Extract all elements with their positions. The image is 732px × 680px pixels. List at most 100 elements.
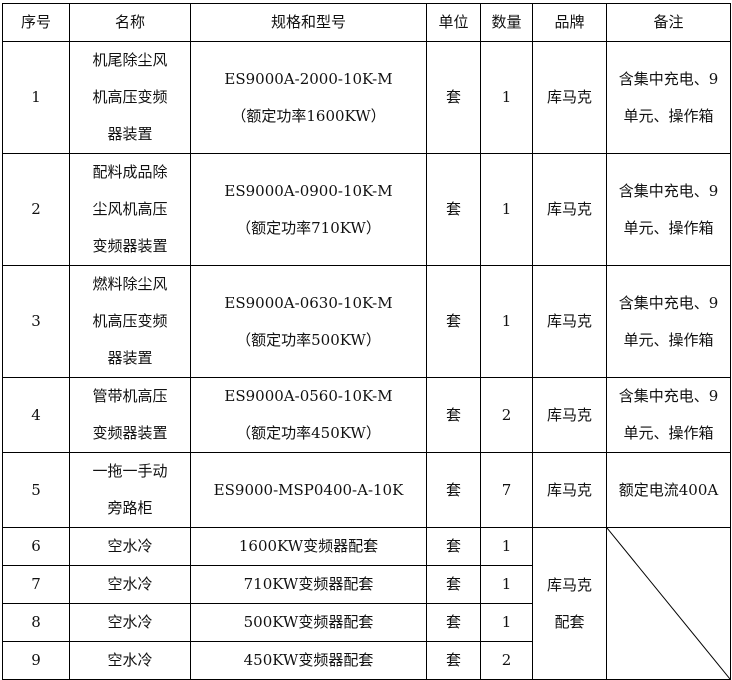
row-number: 4	[2, 377, 70, 453]
spec-model-line: 450KW变频器配套	[243, 651, 374, 669]
item-name-line: 一拖一手动	[92, 462, 168, 480]
item-name-line: 机尾除尘风	[92, 51, 168, 69]
header-cell: 规格和型号	[190, 3, 427, 42]
quantity: 1	[480, 41, 533, 154]
unit: 套	[426, 527, 481, 566]
note: 额定电流400A	[606, 452, 731, 528]
item-name-line: 旁路柜	[107, 499, 153, 517]
spec-model: ES9000-MSP0400-A-10K	[190, 452, 427, 528]
note-empty-diagonal	[606, 527, 731, 680]
item-name-line: 器装置	[107, 125, 153, 143]
table-row: 2 配料成品除 尘风机高压 变频器装置 ES9000A-0900-10K-M （额定功率7…	[2, 153, 731, 266]
brand-merged-line: 库马克	[546, 575, 592, 594]
spec-model-line: ES9000-MSP0400-A-10K	[213, 480, 404, 499]
spec-model-line: （额定功率500KW）	[236, 330, 381, 349]
quantity: 2	[480, 641, 533, 680]
brand-merged-line: 配套	[554, 612, 585, 631]
note: 含集中充电、9 单元、操作箱	[606, 41, 731, 154]
table-row: 6 空水冷 1600KW变频器配套套 1 库马克 配套	[2, 527, 731, 680]
quantity: 1	[480, 265, 533, 378]
row-number: 6	[2, 527, 70, 566]
spec-model-line: ES9000A-0630-10K-M	[224, 293, 393, 312]
item-name-line: 燃料除尘风	[92, 275, 168, 293]
brand: 库马克	[532, 377, 607, 453]
item-name-line: 空水冷	[107, 613, 153, 631]
table-row: 4 管带机高压 变频器装置 ES9000A-0560-10K-M （额定功率450KW）…	[2, 377, 731, 453]
unit: 套	[426, 153, 481, 266]
note: 含集中充电、9 单元、操作箱	[606, 153, 731, 266]
spec-model-line: （额定功率1600KW）	[231, 106, 386, 125]
spec-model-line: 710KW变频器配套	[243, 575, 374, 593]
table-row: 5 一拖一手动 旁路柜 ES9000-MSP0400-A-10K 套 7 库马克 额定电流40…	[2, 452, 731, 528]
item-name-line: 空水冷	[107, 537, 153, 555]
spec-model-line: 500KW变频器配套	[243, 613, 374, 631]
spec-model-line: 1600KW变频器配套	[238, 537, 379, 555]
note: 含集中充电、9 单元、操作箱	[606, 265, 731, 378]
item-name: 配料成品除尘风机高压变频器装置	[69, 153, 191, 266]
note-line: 含集中充电、9	[618, 293, 719, 312]
item-name-line: 尘风机高压	[92, 200, 168, 218]
row-number: 5	[2, 452, 70, 528]
item-name: 一拖一手动 旁路柜	[69, 452, 191, 528]
item-name-line: 配料成品除	[92, 163, 168, 181]
quantity: 1	[480, 527, 533, 566]
row-number: 3	[2, 265, 70, 378]
spec-model: 500KW变频器配套	[190, 603, 427, 642]
item-name: 空水冷	[69, 641, 191, 680]
spec-model: 710KW变频器配套	[190, 565, 427, 604]
item-name: 空水冷	[69, 527, 191, 566]
unit: 套	[426, 641, 481, 680]
note-line: 含集中充电、9	[618, 69, 719, 88]
unit: 套	[426, 452, 481, 528]
unit: 套	[426, 603, 481, 642]
spec-model-line: ES9000A-2000-10K-M	[224, 69, 393, 88]
spec-model: ES9000A-0900-10K-M （额定功率710KW）	[190, 153, 427, 266]
spec-model-line: ES9000A-0560-10K-M	[224, 387, 393, 405]
equipment-table: 序号 名称 规格和型号 单位 数量 品牌 备注 1 机尾除尘风 机高压变频 器装置 ES9000A-2…	[2, 3, 731, 680]
note-line: 含集中充电、9	[618, 181, 719, 200]
brand: 库马克	[532, 452, 607, 528]
quantity: 7	[480, 452, 533, 528]
header-cell: 备注	[606, 3, 731, 42]
row-number: 1	[2, 41, 70, 154]
brand: 库马克	[532, 153, 607, 266]
unit: 套	[426, 41, 481, 154]
table-row: 7 空水冷 710KW变频器配套 套 1	[2, 565, 731, 604]
header-cell: 单位	[426, 3, 481, 42]
item-name-line: 空水冷	[107, 575, 153, 593]
unit: 套	[426, 565, 481, 604]
row-number: 2	[2, 153, 70, 266]
note-line: 单元、操作箱	[623, 424, 714, 442]
note-line: 额定电流400A	[618, 480, 719, 499]
row-number: 8	[2, 603, 70, 642]
brand: 库马克	[532, 41, 607, 154]
header-cell: 序号	[2, 3, 70, 42]
spec-model: ES9000A-0560-10K-M （额定功率450KW）	[190, 377, 427, 453]
item-name: 燃料除尘风 机高压变频 器装置	[69, 265, 191, 378]
note-line: 单元、操作箱	[623, 106, 714, 125]
header-cell: 名称	[69, 3, 191, 42]
brand: 库马克	[532, 265, 607, 378]
item-name-line: 变频器装置	[92, 424, 168, 442]
spec-model-line: ES9000A-0900-10K-M	[224, 181, 393, 200]
note-line: 单元、操作箱	[623, 330, 714, 349]
item-name: 空水冷	[69, 565, 191, 604]
unit: 套	[426, 265, 481, 378]
spec-model: ES9000A-0630-10K-M （额定功率500KW）	[190, 265, 427, 378]
spec-model: ES9000A-2000-10K-M （额定功率1600KW）	[190, 41, 427, 154]
note: 含集中充电、9 单元、操作箱	[606, 377, 731, 453]
item-name: 管带机高压变频器装置	[69, 377, 191, 453]
quantity: 1	[480, 603, 533, 642]
row-number: 9	[2, 641, 70, 680]
header-row: 序号 名称 规格和型号 单位 数量 品牌 备注	[2, 3, 731, 42]
table-row: 1 机尾除尘风 机高压变频 器装置 ES9000A-2000-10K-M （额定功率160…	[2, 41, 731, 154]
diagonal-line	[607, 528, 730, 679]
item-name: 机尾除尘风 机高压变频 器装置	[69, 41, 191, 154]
brand-merged: 库马克 配套	[532, 527, 607, 680]
table-row: 3 燃料除尘风 机高压变频 器装置 ES9000A-0630-10K-M （额定功率500…	[2, 265, 731, 378]
row-number: 7	[2, 565, 70, 604]
item-name-line: 变频器装置	[92, 237, 168, 255]
item-name-line: 器装置	[107, 349, 153, 367]
quantity: 1	[480, 565, 533, 604]
item-name-line: 管带机高压	[92, 387, 168, 405]
